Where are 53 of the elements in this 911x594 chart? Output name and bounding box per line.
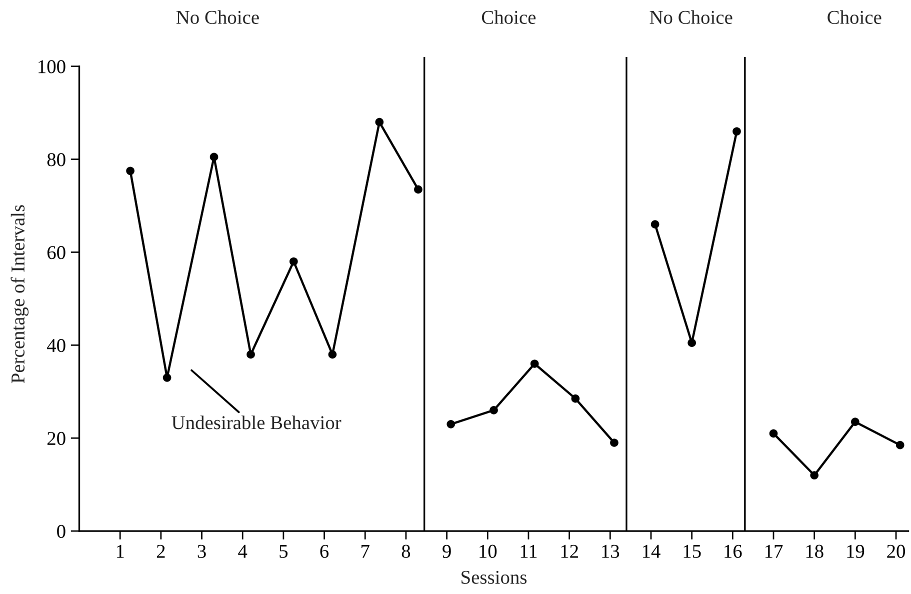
- x-tick-label: 20: [887, 544, 905, 558]
- x-tick-label: 5: [280, 544, 288, 558]
- point: [732, 127, 741, 136]
- point: [896, 440, 904, 450]
- x-tick-label: 6: [320, 544, 329, 558]
- point: [810, 471, 819, 480]
- point: [688, 338, 696, 347]
- point: [851, 418, 860, 426]
- x-tick-label: 3: [198, 544, 206, 558]
- y-tick-label: 40: [47, 338, 66, 352]
- point: [490, 406, 498, 414]
- annotation: Undesirable Behavior: [172, 416, 342, 430]
- x-tick-label: 16: [724, 544, 742, 558]
- x-tick-label: 9: [442, 544, 451, 558]
- x-tick-label: 14: [642, 544, 660, 558]
- x-tick-label: 12: [561, 544, 578, 558]
- x-tick-label: 17: [765, 544, 783, 558]
- y-tick-label: 60: [47, 246, 66, 260]
- point: [571, 394, 580, 403]
- text: No Choice: [176, 10, 259, 24]
- point: [289, 257, 298, 266]
- point: [769, 429, 778, 438]
- y-tick-label: 80: [47, 153, 66, 166]
- x-tick-label: 15: [684, 544, 701, 558]
- x-tick-label: 11: [520, 544, 537, 558]
- x-tick-label: 4: [238, 544, 248, 558]
- text: No Choice: [650, 10, 732, 24]
- point: [328, 350, 337, 359]
- point: [530, 360, 539, 368]
- point: [126, 166, 134, 176]
- x-tick-label: 8: [402, 544, 410, 558]
- y-tick-label: 100: [38, 60, 66, 74]
- point: [246, 350, 255, 359]
- x-tick-label: 19: [847, 544, 864, 558]
- point: [162, 374, 172, 382]
- point: [650, 220, 660, 228]
- x-axis-title: Sessions: [462, 570, 527, 584]
- x-tick-label: 18: [806, 544, 824, 558]
- x-tick-label: 1: [116, 544, 124, 558]
- point: [610, 438, 618, 447]
- x-tick-label: 13: [602, 544, 620, 558]
- y-tick-label: 20: [47, 432, 66, 446]
- x-tick-label: 2: [156, 544, 165, 558]
- y-axis-title: Percentage of Intervals: [10, 205, 29, 384]
- y-tick-label: 0: [57, 524, 66, 538]
- x-tick-label: 7: [362, 544, 370, 558]
- text: Choice: [828, 10, 882, 24]
- x-tick-label: 10: [480, 544, 497, 558]
- point: [446, 420, 456, 428]
- point: [375, 118, 384, 126]
- text: Choice: [482, 10, 536, 24]
- point: [210, 152, 218, 162]
- point: [414, 185, 422, 194]
